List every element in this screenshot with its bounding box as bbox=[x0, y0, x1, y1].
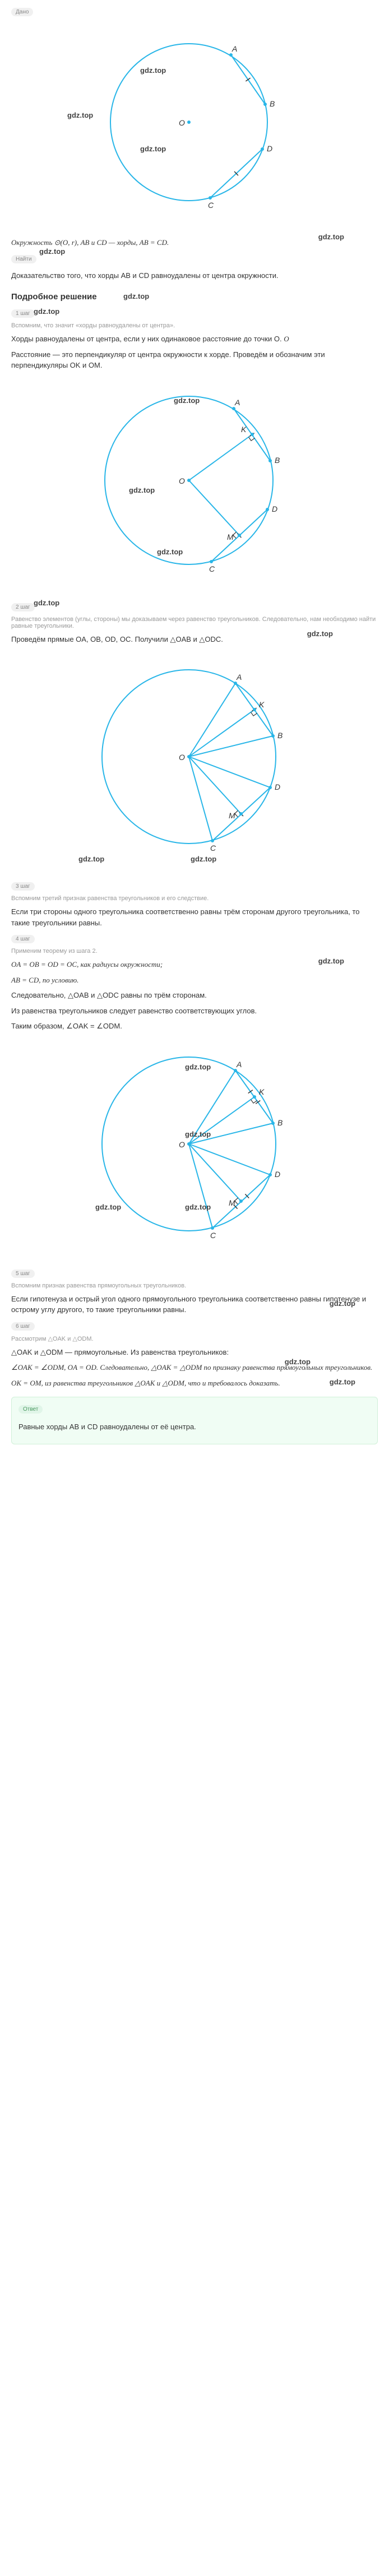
step2-text: Проведём прямые OA, OB, OD, OC. Получили… bbox=[11, 634, 378, 645]
svg-text:C: C bbox=[210, 1231, 216, 1240]
svg-text:C: C bbox=[210, 844, 216, 853]
svg-text:B: B bbox=[275, 456, 280, 465]
svg-text:O: O bbox=[179, 1140, 185, 1149]
svg-text:D: D bbox=[267, 144, 272, 153]
step4-text-f: Таким образом, ∠OAK = ∠ODM. bbox=[11, 1021, 378, 1032]
step1-text-b: Расстояние — это перпендикуляр от центра… bbox=[11, 349, 378, 371]
tag-dano: Дано bbox=[11, 8, 33, 16]
svg-text:M: M bbox=[229, 1198, 235, 1207]
step6-text-c: OK = OM, из равенства треугольников △OAK… bbox=[11, 1378, 378, 1389]
step4-text-e: Из равенства треугольников следует равен… bbox=[11, 1006, 378, 1017]
step4-text-d: Следовательно, △OAB и △ODC равны по трём… bbox=[11, 990, 378, 1001]
given-text: Окружность ⊙(O, r), AB и CD — хорды, AB … bbox=[11, 237, 378, 248]
svg-text:C: C bbox=[208, 201, 214, 210]
svg-text:K: K bbox=[259, 1087, 265, 1096]
answer-label: Ответ bbox=[18, 1405, 43, 1414]
hint-3a: Равенство элементов (углы, стороны) мы д… bbox=[11, 616, 378, 629]
svg-text:B: B bbox=[277, 1118, 283, 1127]
svg-text:C: C bbox=[209, 564, 215, 573]
find-text: Доказательство того, что хорды AB и CD р… bbox=[11, 270, 378, 281]
watermark: gdz.top bbox=[39, 247, 65, 256]
figure-3: OABCDKM gdz.top gdz.top bbox=[11, 653, 378, 872]
svg-text:O: O bbox=[179, 118, 185, 127]
svg-text:M: M bbox=[227, 532, 234, 541]
step3-text: Если три стороны одного треугольника соо… bbox=[11, 906, 378, 928]
svg-text:D: D bbox=[272, 504, 277, 513]
tag-step6: 6 шаг bbox=[11, 1322, 35, 1331]
svg-text:D: D bbox=[275, 1170, 280, 1179]
svg-text:K: K bbox=[241, 425, 247, 434]
figure-4: OABCDKM gdz.top gdz.top gdz.top gdz.top bbox=[11, 1040, 378, 1259]
figure-1: OABCD gdz.top gdz.top gdz.top bbox=[11, 27, 378, 229]
step4-hint: Применим теорему из шага 2. bbox=[11, 948, 378, 955]
tag-naiti: Найти bbox=[11, 255, 36, 263]
svg-text:O: O bbox=[179, 476, 185, 485]
step6-text-a: △OAK и △ODM — прямоугольные. Из равенств… bbox=[11, 1347, 378, 1358]
svg-text:M: M bbox=[229, 811, 235, 820]
tag-step1: 1 шаг bbox=[11, 309, 35, 318]
hint-1: Вспомним, что значит «хорды равноудалены… bbox=[11, 322, 378, 329]
step6-text-b: ∠OAK = ∠ODM, OA = OD. Следовательно, △OA… bbox=[11, 1362, 378, 1373]
svg-text:A: A bbox=[231, 44, 237, 53]
step4-text-c: AB = CD, по условию. bbox=[11, 975, 378, 986]
svg-text:K: K bbox=[259, 700, 265, 709]
answer-box: Ответ Равные хорды AB и CD равноудалены … bbox=[11, 1397, 378, 1444]
svg-text:O: O bbox=[179, 753, 185, 762]
watermark: gdz.top bbox=[34, 599, 59, 607]
svg-text:A: A bbox=[236, 1060, 242, 1069]
tag-step5: 5 шаг bbox=[11, 1270, 35, 1278]
tag-step4: 4 шаг bbox=[11, 935, 35, 943]
svg-text:A: A bbox=[234, 398, 240, 407]
section-title: Подробное решение bbox=[11, 292, 378, 302]
watermark: gdz.top bbox=[34, 307, 59, 316]
hint-3b: Вспомним третий признак равенства треуго… bbox=[11, 895, 378, 902]
svg-text:B: B bbox=[270, 99, 275, 108]
tag-step3: 3 шаг bbox=[11, 882, 35, 891]
svg-text:A: A bbox=[236, 673, 242, 682]
tag-step2: 2 шаг bbox=[11, 603, 35, 611]
step1-text-a: Хорды равноудалены от центра, если у них… bbox=[11, 333, 378, 345]
hint-6a: Рассмотрим △OAK и △ODM. bbox=[11, 1335, 378, 1342]
figure-2: OABCDKM gdz.top gdz.top gdz.top bbox=[11, 379, 378, 592]
step5-text: Если гипотенуза и острый угол одного пря… bbox=[11, 1294, 378, 1315]
svg-text:D: D bbox=[275, 782, 280, 791]
step4-text-b: OA = OB = OD = OC, как радиусы окружност… bbox=[11, 959, 378, 970]
svg-text:B: B bbox=[277, 731, 283, 740]
hint-5: Вспомним признак равенства прямоугольных… bbox=[11, 1282, 378, 1289]
answer-text: Равные хорды AB и CD равноудалены от её … bbox=[18, 1421, 371, 1433]
